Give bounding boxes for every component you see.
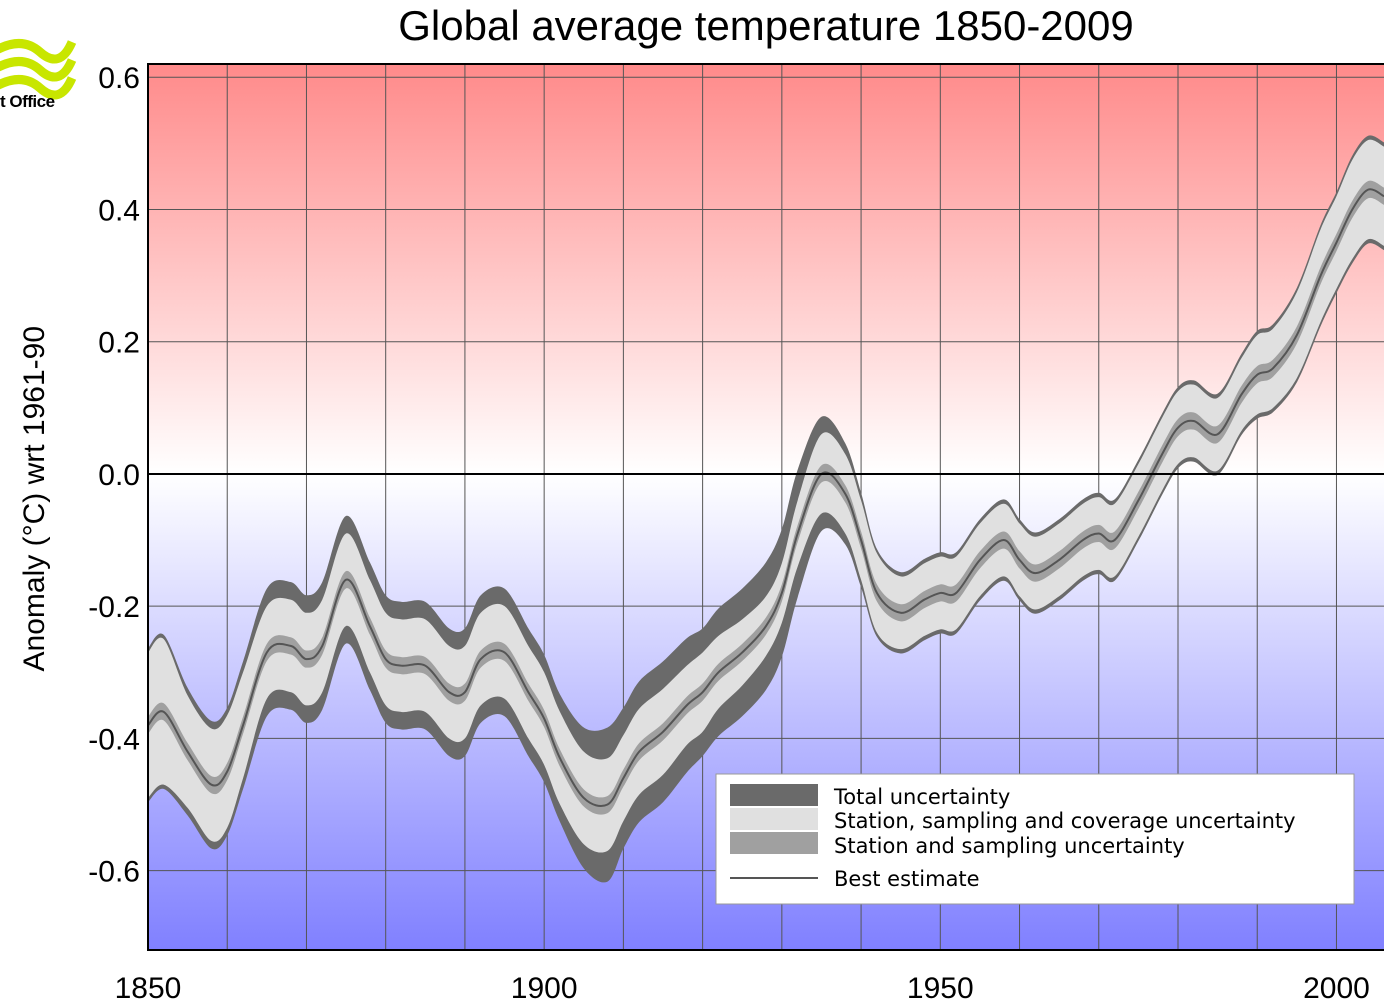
y-tick-label: -0.2 (88, 591, 140, 624)
legend-swatch (730, 808, 818, 830)
legend-swatch (730, 832, 818, 854)
x-tick-label: 2000 (1303, 972, 1370, 1005)
met-office-logo (0, 39, 77, 100)
legend-label: Station, sampling and coverage uncertain… (834, 809, 1296, 833)
x-tick-label: 1850 (115, 972, 182, 1005)
y-tick-label: 0.6 (98, 62, 140, 95)
sampling-uncertainty-band (148, 180, 1384, 815)
best-estimate-line (148, 188, 1384, 807)
x-tick-label: 1900 (511, 972, 578, 1005)
y-tick-label: -0.6 (88, 856, 140, 889)
y-tick-label: -0.4 (88, 723, 140, 756)
legend-label: Best estimate (834, 867, 980, 891)
chart-title: Global average temperature 1850-2009 (398, 2, 1134, 49)
x-tick-label: 1950 (907, 972, 974, 1005)
legend-swatch (730, 784, 818, 806)
legend-label: Station and sampling uncertainty (834, 834, 1185, 858)
plot-frame (147, 63, 1384, 951)
y-tick-label: 0.0 (98, 459, 140, 492)
y-axis-label: Anomaly (°C) wrt 1961-90 (18, 326, 51, 671)
logo-text: t Office (0, 92, 55, 111)
legend-box (715, 773, 1355, 905)
legend-label: Total uncertainty (833, 785, 1010, 809)
y-tick-label: 0.4 (98, 194, 140, 227)
y-tick-label: 0.2 (98, 327, 140, 360)
coverage-uncertainty-band (148, 139, 1384, 853)
